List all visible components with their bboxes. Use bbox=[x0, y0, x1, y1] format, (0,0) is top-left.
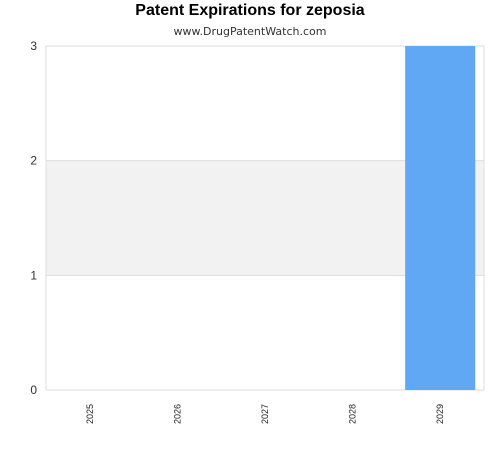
x-tick-label: 2027 bbox=[260, 404, 270, 424]
x-tick-label: 2028 bbox=[348, 404, 358, 424]
y-tick-label: 0 bbox=[30, 383, 37, 397]
y-tick-label: 3 bbox=[30, 39, 37, 53]
bar-2029 bbox=[405, 46, 475, 390]
x-tick-label: 2026 bbox=[172, 404, 182, 424]
x-tick-labels: 2025 2026 2027 2028 2029 bbox=[85, 404, 445, 424]
x-tick-label: 2029 bbox=[435, 404, 445, 424]
y-tick-label: 1 bbox=[30, 268, 37, 282]
bars bbox=[405, 46, 475, 390]
y-tick-label: 2 bbox=[30, 154, 37, 168]
y-tick-labels: 0 1 2 3 bbox=[30, 39, 37, 397]
x-tick-label: 2025 bbox=[85, 404, 95, 424]
